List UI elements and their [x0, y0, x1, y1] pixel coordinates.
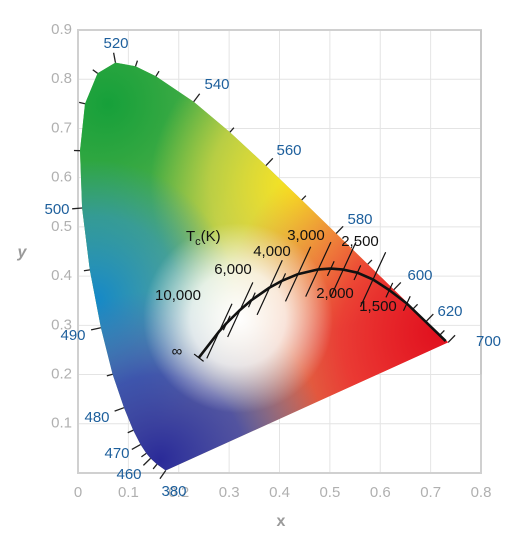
y-tick-label: 0.6 [51, 169, 72, 186]
temperature-label: 10,000 [155, 287, 201, 304]
isotherm [206, 303, 233, 359]
temperature-unit: (K) [201, 228, 221, 245]
isotherm [359, 251, 387, 308]
temperature-label: 6,000 [214, 261, 252, 278]
wavelength-label: 580 [347, 211, 372, 228]
locus-tick [106, 373, 113, 377]
marks: 380 460 470 480 490 500 520 540 560 580 600 620 700 ∞… [44, 35, 501, 500]
y-tick-label: 0.1 [51, 415, 72, 432]
temperature-symbol: T [186, 228, 195, 245]
wavelength-label: 480 [84, 409, 109, 426]
locus-tick [335, 225, 344, 234]
locus-tick [439, 329, 445, 336]
wavelength-label: 380 [161, 483, 186, 500]
x-tick-label: 0.8 [471, 484, 492, 501]
locus-tick [425, 313, 434, 322]
locus-tick [152, 463, 158, 470]
wavelength-label: 460 [116, 466, 141, 483]
locus-tick [367, 259, 373, 265]
wavelength-label: 560 [276, 142, 301, 159]
wavelength-label: 500 [44, 201, 69, 218]
isotherm [385, 282, 394, 298]
wavelength-label: 620 [437, 303, 462, 320]
temperature-title: Tc(K) [186, 228, 221, 248]
y-axis-title: y [17, 244, 28, 261]
isotherm [330, 242, 357, 298]
x-tick-label: 0.3 [219, 484, 240, 501]
temperature-label: 3,000 [287, 227, 325, 244]
locus-tick [131, 443, 141, 451]
locus-tick [393, 282, 402, 291]
wavelength-label: 490 [60, 327, 85, 344]
locus-tick [193, 93, 201, 103]
locus-tick [134, 60, 139, 67]
locus-tick [72, 207, 83, 210]
locus-tick [114, 407, 125, 412]
locus-tick [447, 334, 456, 343]
x-tick-label: 0.6 [370, 484, 391, 501]
locus-tick [412, 303, 419, 310]
y-tick-label: 0.7 [51, 119, 72, 136]
isotherm [247, 292, 256, 308]
isotherm [353, 265, 362, 281]
wavelength-label: 520 [103, 35, 128, 52]
temperature-label: ∞ [172, 343, 183, 360]
wavelength-label: 700 [476, 333, 501, 350]
temperature-subscript: c [195, 236, 201, 248]
x-tick-label: 0.1 [118, 484, 139, 501]
locus-tick [112, 52, 117, 63]
locus-tick [301, 195, 307, 201]
isotherm [305, 241, 332, 297]
locus-tick [229, 127, 235, 133]
locus-tick [127, 429, 134, 434]
y-tick-label: 0.8 [51, 70, 72, 87]
planckian-locus [197, 267, 447, 359]
y-tick-label: 0.3 [51, 316, 72, 333]
isotherm [326, 261, 335, 277]
locus-tick [142, 457, 151, 466]
locus-tick [155, 70, 160, 77]
wavelength-label: 540 [204, 76, 229, 93]
x-tick-label: 0 [74, 484, 82, 501]
locus-tick [159, 470, 167, 480]
isotherm [222, 315, 231, 331]
locus-tick [141, 452, 147, 458]
isotherm [193, 353, 204, 362]
isotherm [284, 246, 312, 302]
y-tick-label: 0.4 [51, 267, 72, 284]
isotherm [278, 273, 287, 289]
locus-tick [92, 69, 98, 74]
y-tick-label: 0.9 [51, 21, 72, 38]
x-tick-label: 0.7 [420, 484, 441, 501]
x-tick-label: 0.2 [168, 484, 189, 501]
isotherm [256, 259, 283, 316]
locus-tick [83, 269, 90, 272]
x-tick-label: 0.5 [319, 484, 340, 501]
locus-tick [265, 157, 274, 167]
isotherm [227, 282, 254, 338]
temperature-label: 1,500 [359, 298, 397, 315]
isotherm [402, 295, 411, 312]
locus-tick [79, 101, 86, 105]
temperature-label: 2,500 [341, 233, 379, 250]
x-tick-label: 0.4 [269, 484, 290, 501]
wavelength-label: 600 [407, 267, 432, 284]
temperature-label: 2,000 [316, 285, 354, 302]
x-axis-title: x [277, 513, 286, 530]
temperature-label: 4,000 [253, 243, 291, 260]
wavelength-label: 470 [104, 445, 129, 462]
locus-tick [90, 327, 102, 331]
y-tick-label: 0.2 [51, 366, 72, 383]
y-tick-label: 0.5 [51, 218, 72, 235]
